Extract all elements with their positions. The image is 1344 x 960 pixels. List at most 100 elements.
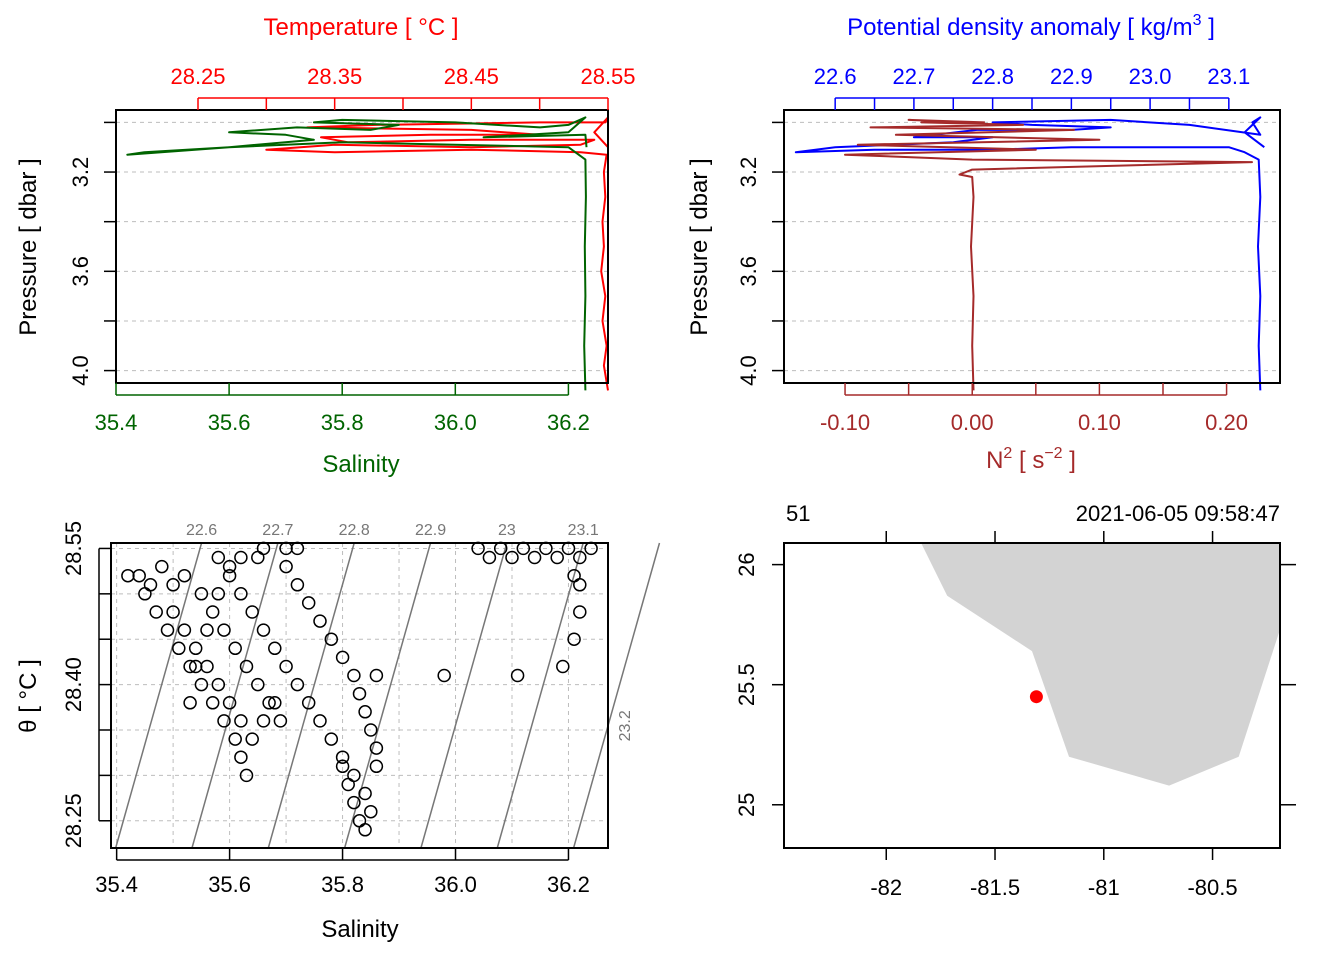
ts-point xyxy=(251,677,265,692)
ts-point xyxy=(301,696,316,710)
salinity-tick-label: 35.8 xyxy=(321,872,364,897)
ts-point xyxy=(369,759,384,774)
ts-point xyxy=(132,568,146,583)
ts-point xyxy=(217,714,231,728)
ts-point xyxy=(290,677,305,692)
ts-point xyxy=(245,732,259,746)
ts-point xyxy=(364,723,378,737)
bottom-axis-tick-label: 35.4 xyxy=(95,410,138,435)
ts-salinity-axis-title: Salinity xyxy=(321,916,398,943)
ts-point xyxy=(222,559,237,574)
ts-point xyxy=(188,641,203,656)
ts-point xyxy=(335,750,350,764)
bottom-axis-tick-label: 0.20 xyxy=(1205,410,1248,435)
map-frame xyxy=(783,542,1281,849)
ts-point xyxy=(358,705,372,719)
ts-profile-panel: 3.2 3.6 4.0 28.25 28.35 28.45 28.55 35.4 35.6 35.… xyxy=(15,14,636,478)
ts-point xyxy=(234,587,248,601)
bottom-axis-tick-label: 35.6 xyxy=(208,410,251,435)
datetime-label: 2021-06-05 09:58:47 xyxy=(1076,501,1280,526)
ts-point xyxy=(239,659,254,674)
isopycnal-label: 23 xyxy=(498,522,516,539)
ts-point xyxy=(194,587,209,601)
ts-point xyxy=(279,659,293,674)
longitude-tick-label: -82 xyxy=(870,875,902,900)
bottom-axis-tick-label: 35.8 xyxy=(321,410,364,435)
ts-point xyxy=(211,677,226,692)
ts-point xyxy=(567,632,581,646)
pressure-axis-title: Pressure [ dbar ] xyxy=(15,158,42,335)
ts-point xyxy=(138,587,152,601)
ts-point xyxy=(217,623,231,637)
longitude-tick-label: -81.5 xyxy=(970,875,1020,900)
top-axis-tick-label: 28.45 xyxy=(444,64,499,89)
salinity-tick-label: 35.4 xyxy=(95,872,138,897)
longitude-tick-label: -80.5 xyxy=(1187,875,1237,900)
ts-point xyxy=(205,696,220,710)
top-axis-tick-label: 22.7 xyxy=(892,64,935,89)
ts-point xyxy=(251,550,265,565)
isopycnal-line xyxy=(267,542,355,849)
ts-point xyxy=(313,614,327,628)
ts-point xyxy=(550,550,564,565)
ts-point xyxy=(301,596,316,610)
ts-point xyxy=(205,605,220,619)
ts-point xyxy=(256,623,271,637)
ts-point xyxy=(290,578,305,592)
theta-tick-label: 28.40 xyxy=(61,657,86,712)
theta-tick-label: 28.25 xyxy=(61,793,86,848)
ts-point xyxy=(510,668,525,683)
isopycnal-label: 23.2 xyxy=(617,710,634,741)
ts-point xyxy=(256,714,271,728)
ts-point xyxy=(268,696,282,710)
ts-point xyxy=(505,550,519,565)
isopycnal-label: 23.1 xyxy=(568,522,599,539)
theta-tick-label: 28.55 xyxy=(61,521,86,576)
ts-point xyxy=(573,605,587,619)
top-axis-tick-label: 22.9 xyxy=(1050,64,1093,89)
ts-point xyxy=(341,777,355,792)
pressure-tick-label: 4.0 xyxy=(736,355,761,386)
bottom-axis-tick-label: -0.10 xyxy=(820,410,870,435)
station-marker xyxy=(1029,690,1043,704)
land-polygon xyxy=(921,543,1280,786)
ts-point xyxy=(177,623,192,637)
ts-point xyxy=(369,668,384,683)
isopycnal-line xyxy=(420,542,508,849)
ts-point xyxy=(194,677,209,692)
isopycnal-label: 22.9 xyxy=(415,522,446,539)
ts-point xyxy=(573,578,587,592)
ts-point xyxy=(268,641,282,656)
ts-point xyxy=(567,568,581,583)
salinity-tick-label: 35.6 xyxy=(208,872,251,897)
top-axis-tick-label: 22.6 xyxy=(814,64,857,89)
pressure-tick-label: 3.2 xyxy=(68,157,93,188)
ts-diagram-panel: 22.6 22.7 22.8 22.9 23 23.1 23.2 35.4 35.6 35.8 3… xyxy=(15,521,661,943)
ts-point xyxy=(279,559,293,574)
ts-point xyxy=(234,750,248,764)
temperature-axis-title: Temperature [ °C ] xyxy=(264,14,459,41)
isopycnal-label: 22.6 xyxy=(186,522,217,539)
ts-point xyxy=(556,659,570,674)
ts-point xyxy=(364,804,378,819)
top-axis-tick-label: 23.1 xyxy=(1207,64,1250,89)
ts-point xyxy=(234,550,248,565)
ts-point xyxy=(177,568,192,583)
ts-diagram-frame xyxy=(110,542,609,849)
ts-point xyxy=(211,587,226,601)
ts-point xyxy=(228,641,242,656)
ts-point xyxy=(335,650,350,665)
latitude-tick-label: 25.5 xyxy=(734,663,759,706)
ts-point xyxy=(183,696,197,710)
isopycnal-line xyxy=(343,542,432,849)
series-potential-density-anomaly-line xyxy=(794,116,1265,391)
ts-point xyxy=(160,623,175,637)
bottom-axis-tick-label: 0.10 xyxy=(1078,410,1121,435)
ts-point xyxy=(211,550,226,565)
station-label: 51 xyxy=(786,501,810,526)
ts-point xyxy=(245,605,259,619)
theta-axis-title: θ [ °C ] xyxy=(15,659,42,733)
ts-point xyxy=(482,550,497,565)
ts-point xyxy=(335,759,350,774)
